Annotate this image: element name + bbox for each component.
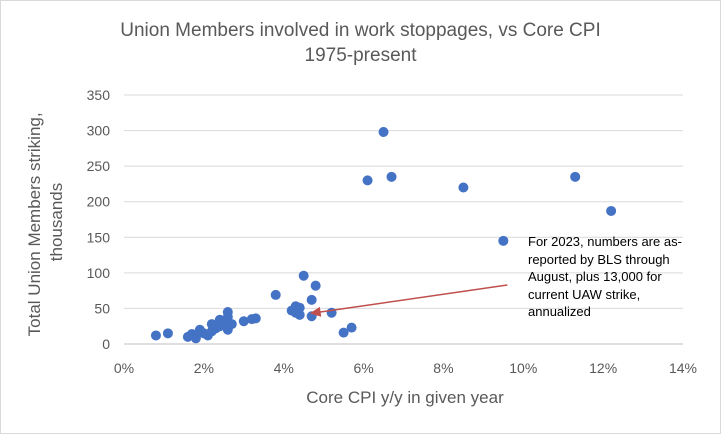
data-point	[250, 313, 261, 324]
y-tick-label: 200	[87, 194, 111, 210]
data-point	[150, 330, 161, 341]
y-tick-label: 0	[102, 336, 110, 352]
data-point	[386, 171, 397, 182]
y-tick-label: 150	[87, 229, 111, 245]
gridlines	[124, 94, 683, 345]
data-point	[338, 327, 349, 338]
data-point	[162, 328, 173, 339]
x-tick-label: 6%	[353, 360, 373, 376]
data-point	[606, 205, 617, 216]
x-tick-label: 0%	[114, 360, 134, 376]
x-tick-label: 8%	[433, 360, 453, 376]
data-point	[298, 270, 309, 281]
annotation-text: For 2023, numbers are as-reported by BLS…	[528, 234, 682, 319]
y-tick-label: 250	[87, 158, 111, 174]
data-point	[306, 294, 317, 305]
x-tick-label: 10%	[509, 360, 537, 376]
data-point	[346, 322, 357, 333]
y-axis-ticks: 0 50 100 150 200 250 300 350	[87, 87, 111, 352]
data-point	[270, 289, 281, 300]
data-point	[378, 126, 389, 137]
x-tick-label: 2%	[194, 360, 214, 376]
annotation-arrow	[309, 284, 508, 317]
y-tick-label: 300	[87, 123, 111, 139]
y-tick-label: 100	[87, 265, 111, 281]
data-point	[310, 280, 321, 291]
data-point	[570, 171, 581, 182]
data-point	[498, 235, 509, 246]
y-tick-label: 50	[94, 300, 110, 316]
y-axis-label: Total Union Members striking, thousands	[25, 108, 66, 337]
x-tick-label: 12%	[589, 360, 617, 376]
x-axis-label: Core CPI y/y in given year	[306, 388, 504, 407]
data-point	[294, 309, 305, 320]
x-tick-label: 14%	[669, 360, 697, 376]
data-point	[226, 319, 237, 330]
y-tick-label: 350	[87, 87, 111, 103]
chart-title: Union Members involved in work stoppages…	[120, 20, 601, 41]
chart-subtitle: 1975-present	[304, 45, 417, 66]
data-point	[190, 333, 201, 344]
arrow-head	[309, 306, 322, 317]
data-point	[238, 316, 249, 327]
x-axis-ticks: 0% 2% 4% 6% 8% 10% 12% 14%	[114, 360, 697, 376]
data-point	[294, 302, 305, 313]
arrow-line	[317, 284, 508, 314]
x-tick-label: 4%	[274, 360, 294, 376]
data-point	[222, 306, 233, 317]
data-point	[458, 182, 469, 193]
data-point	[362, 175, 373, 186]
